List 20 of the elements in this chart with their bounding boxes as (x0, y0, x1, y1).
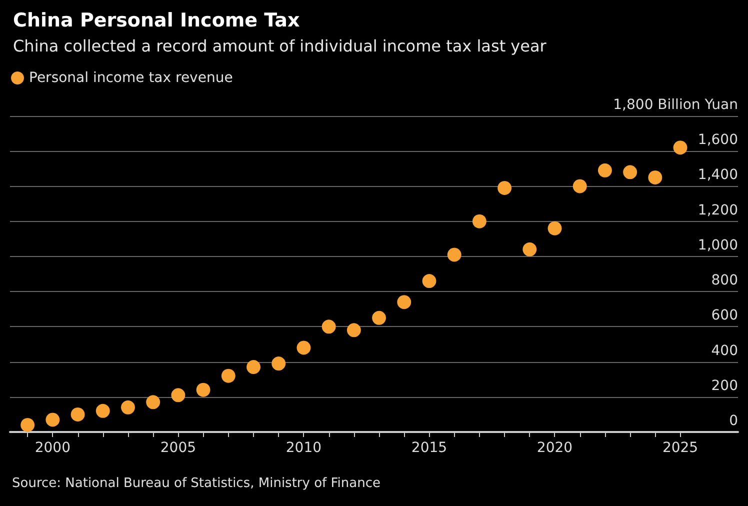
y-tick-label: 400 (711, 342, 738, 359)
y-tick-label: 1,400 (698, 167, 738, 184)
chart-title: China Personal Income Tax (13, 10, 300, 32)
x-tick-label: 2025 (662, 440, 698, 456)
y-tick-label: 1,200 (698, 202, 738, 218)
y-tick-label: 1,800 Billion Yuan (613, 97, 738, 113)
y-tick-label: 0 (729, 413, 738, 429)
x-tick-label: 2000 (34, 440, 70, 456)
y-tick-label: 1,600 (698, 132, 738, 148)
x-tick-label: 2020 (536, 440, 573, 456)
x-tick-label: 2005 (160, 440, 196, 456)
chart-subtitle: China collected a record amount of individual income tax last year (13, 36, 547, 56)
legend-label: Personal income tax revenue (29, 70, 233, 86)
source-note: Source: National Bureau of Statistics, Ministry of Finance (12, 476, 380, 491)
y-tick-label: 1,000 (698, 237, 738, 254)
y-tick-label: 800 (711, 272, 738, 289)
y-tick-label: 200 (711, 378, 738, 394)
y-tick-label: 600 (711, 308, 738, 324)
x-tick-label: 2010 (286, 440, 322, 456)
x-tick-label: 2015 (411, 440, 448, 456)
